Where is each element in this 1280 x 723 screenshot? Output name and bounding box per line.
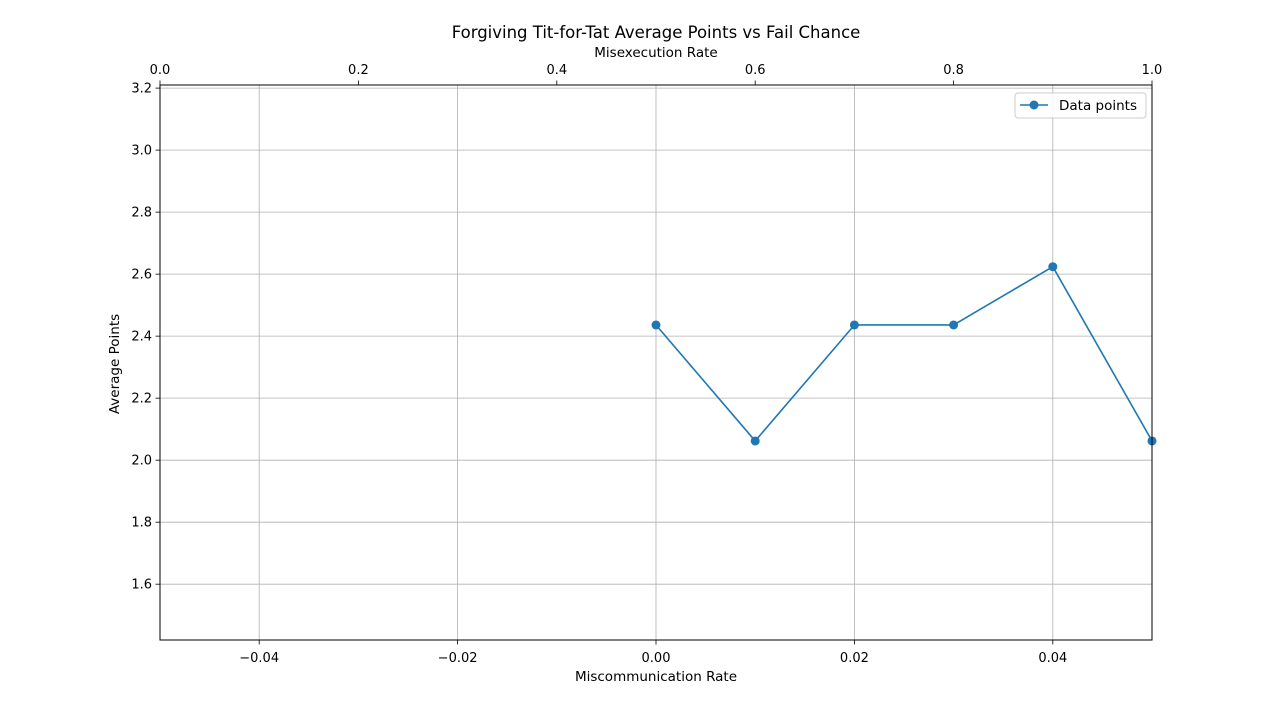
top-x-tick-label: 0.0 xyxy=(150,63,171,78)
data-point-marker xyxy=(651,320,661,330)
top-x-tick-label: 0.8 xyxy=(943,63,964,78)
y-tick-label: 2.0 xyxy=(131,454,152,469)
series-line xyxy=(655,265,1153,442)
y-tick-label: 1.8 xyxy=(131,516,152,531)
x-tick-label: 0.04 xyxy=(1038,651,1067,666)
top-x-tick-label: 0.4 xyxy=(546,63,567,78)
left-y-axis-ticks: 1.6 1.8 2.0 2.2 2.4 2.6 2.8 3.0 3.2 xyxy=(131,82,160,593)
legend-box xyxy=(1014,92,1147,119)
bottom-x-axis-ticks: −0.04 −0.02 0.00 0.02 0.04 xyxy=(239,640,1067,666)
x-tick-label: 0.02 xyxy=(840,651,869,666)
top-x-tick-label: 0.6 xyxy=(745,63,766,78)
x-tick-label: 0.00 xyxy=(642,651,671,666)
y-tick-label: 3.0 xyxy=(131,144,152,159)
y-axis-label: Average Points xyxy=(107,314,123,414)
data-point-marker xyxy=(849,320,859,330)
y-tick-label: 2.6 xyxy=(131,268,152,283)
y-tick-label: 1.6 xyxy=(131,578,152,593)
x-tick-label: −0.02 xyxy=(438,651,478,666)
y-tick-label: 2.2 xyxy=(131,392,152,407)
data-point-marker xyxy=(949,320,959,330)
top-x-tick-label: 1.0 xyxy=(1142,63,1163,78)
legend: Data points xyxy=(1014,92,1147,119)
top-x-axis-ticks: 0.0 0.2 0.4 0.6 0.8 1.0 xyxy=(150,63,1163,85)
data-point-marker xyxy=(1048,262,1058,272)
chart-title: Forgiving Tit-for-Tat Average Points vs … xyxy=(452,23,861,42)
data-point-marker xyxy=(750,436,760,446)
legend-series-label: Data points xyxy=(1059,98,1137,114)
y-tick-label: 2.4 xyxy=(131,330,152,345)
legend-series-marker xyxy=(1029,100,1039,110)
bottom-x-axis-label: Miscommunication Rate xyxy=(575,669,737,685)
series-layer xyxy=(651,262,1157,446)
y-tick-label: 3.2 xyxy=(131,82,152,97)
y-tick-label: 2.8 xyxy=(131,206,152,221)
top-x-axis-label: Misexecution Rate xyxy=(594,45,717,61)
x-tick-label: −0.04 xyxy=(239,651,279,666)
top-x-tick-label: 0.2 xyxy=(348,63,369,78)
grid-lines xyxy=(160,85,1152,640)
